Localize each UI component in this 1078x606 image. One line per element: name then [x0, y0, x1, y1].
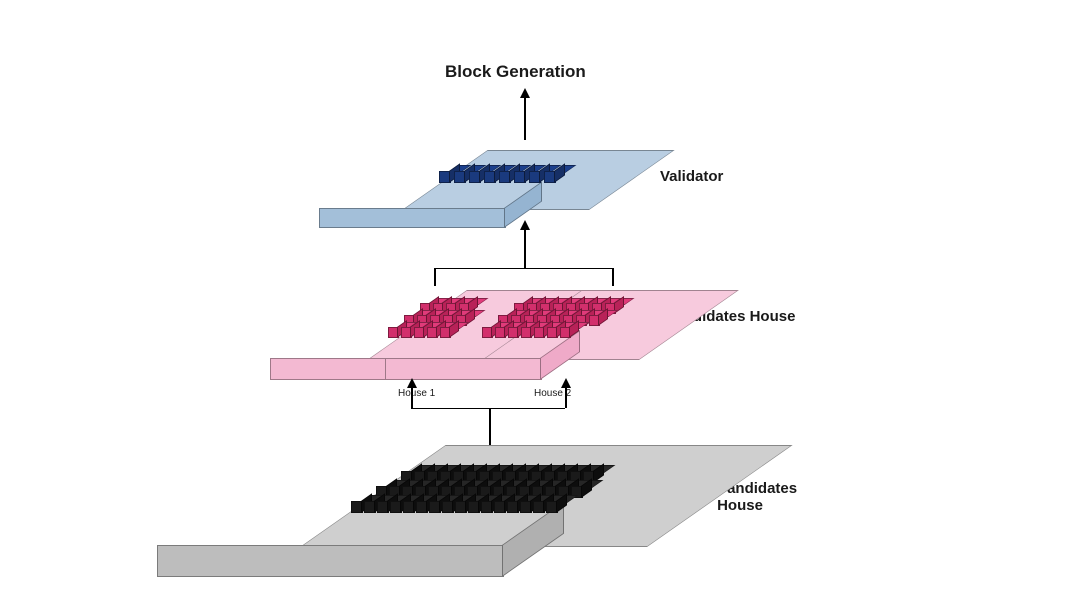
bracket-leg: [411, 386, 413, 408]
diagram-title: Block Generation: [445, 62, 586, 82]
bracket-leg: [612, 268, 614, 286]
bracket-leg: [434, 268, 436, 286]
arrow-line: [524, 96, 526, 140]
arrow-head-icon: [520, 220, 530, 230]
arrow-head-icon: [520, 88, 530, 98]
arrow-line: [489, 408, 491, 445]
arrow-head-icon: [407, 378, 417, 388]
bracket-leg: [565, 386, 567, 408]
diagram-stage: Block Generation Validator Candidates Ho…: [0, 0, 1078, 606]
bracket-line: [434, 268, 612, 269]
validator-label: Validator: [660, 168, 723, 185]
arrow-line: [524, 228, 526, 268]
bracket-line: [411, 408, 565, 409]
arrow-head-icon: [561, 378, 571, 388]
house1-label: House 1: [398, 388, 435, 399]
